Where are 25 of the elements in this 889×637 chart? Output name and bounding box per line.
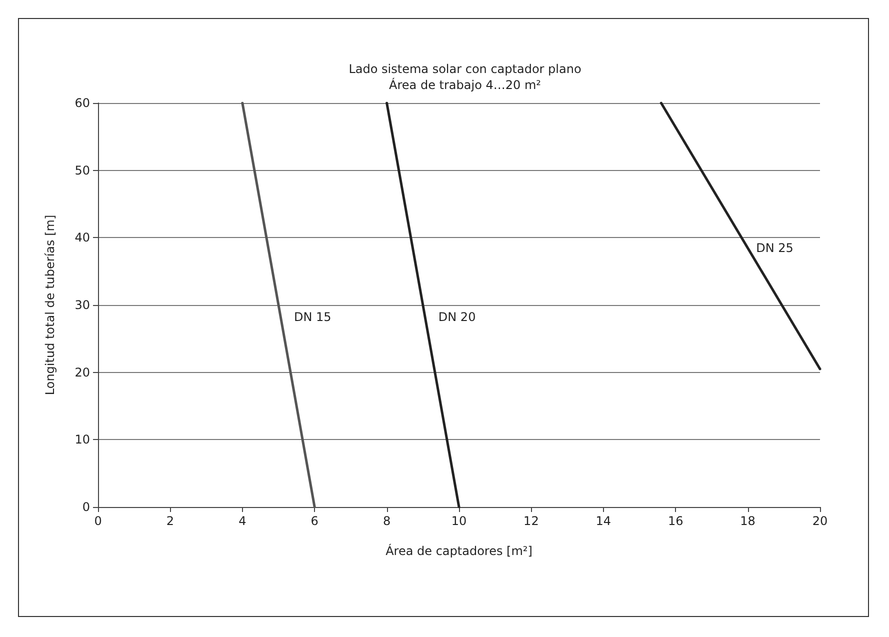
x-tick-label: 20	[812, 514, 828, 528]
x-tick-label: 18	[740, 514, 756, 528]
x-tick-label: 4	[238, 514, 246, 528]
x-tick-label: 14	[596, 514, 612, 528]
series-label: DN 15	[294, 310, 332, 324]
chart-title: Lado sistema solar con captador plano	[348, 62, 582, 76]
y-tick-label: 0	[82, 500, 90, 514]
x-axis-title: Área de captadores [m²]	[386, 543, 532, 558]
x-tick-label: 6	[310, 514, 318, 528]
x-tick-label: 8	[382, 514, 391, 528]
x-tick-label: 12	[524, 514, 539, 528]
y-tick-label: 30	[74, 298, 90, 312]
y-tick-label: 50	[74, 163, 90, 178]
y-tick-label: 40	[74, 230, 90, 245]
x-tick-label: 16	[668, 514, 684, 528]
y-tick-label: 60	[74, 96, 90, 110]
x-tick-label: 0	[94, 514, 102, 528]
chart-subtitle: Área de trabajo 4…20 m²	[389, 77, 542, 92]
y-axis-title: Longitud total de tuberías [m]	[43, 214, 57, 396]
x-tick-label: 10	[451, 514, 467, 528]
x-tick-label: 2	[166, 514, 174, 528]
y-tick-label: 10	[74, 432, 90, 447]
series-label: DN 20	[438, 310, 476, 324]
series-label: DN 25	[756, 240, 794, 255]
y-tick-label: 20	[74, 365, 90, 380]
